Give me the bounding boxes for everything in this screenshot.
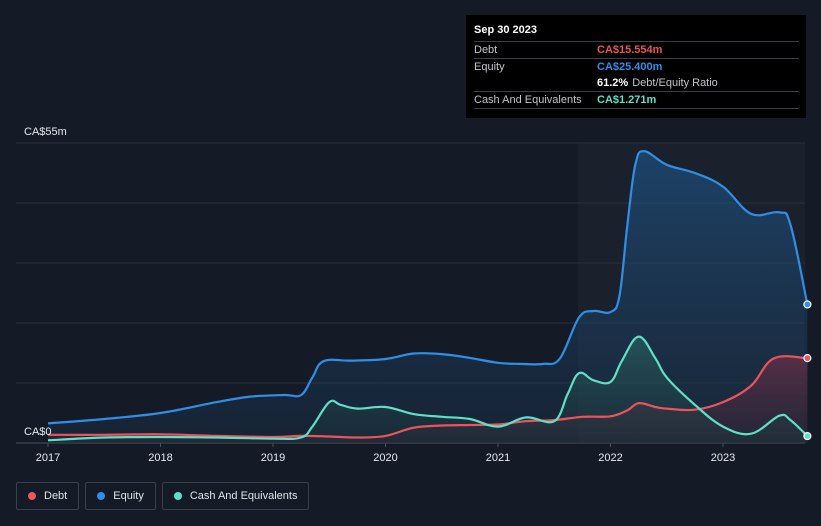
legend-label: Debt — [44, 490, 68, 502]
x-tick-label: 2018 — [148, 452, 172, 464]
tooltip-label: Cash And Equivalents — [474, 94, 582, 106]
series-lines — [47, 150, 809, 442]
y-axis-top-label: CA$55m — [24, 126, 67, 138]
series-endpoints — [803, 300, 812, 441]
tooltip-row-debt: Debt CA$15.554m — [474, 41, 799, 58]
legend-item-debt[interactable]: Debt — [16, 482, 80, 510]
tooltip-date: Sep 30 2023 — [474, 24, 537, 36]
line-equity — [47, 150, 809, 425]
tooltip-label: Equity — [474, 61, 505, 73]
series-areas — [48, 151, 808, 443]
area-cash-and-equivalents — [48, 336, 808, 443]
legend-label: Cash And Equivalents — [189, 490, 298, 502]
legend-item-equity[interactable]: Equity — [85, 482, 156, 510]
endpoint-debt — [803, 354, 812, 363]
x-tick-label: 2017 — [36, 452, 60, 464]
tooltip-row-equity: Equity CA$25.400m — [474, 58, 799, 75]
legend-label: Equity — [113, 490, 144, 502]
tooltip-row-ratio: 61.2% Debt/Equity Ratio — [474, 75, 799, 91]
tooltip-ratio-label: Debt/Equity Ratio — [632, 77, 718, 89]
x-tick-label: 2020 — [373, 452, 397, 464]
legend-dot-icon — [173, 492, 182, 500]
area-equity — [48, 151, 808, 443]
x-tick-label: 2021 — [486, 452, 510, 464]
tooltip-panel: Sep 30 2023 Debt CA$15.554m Equity CA$25… — [466, 15, 806, 118]
x-axis-ticks: 2017 2018 2019 2020 2021 2022 2023 — [36, 443, 735, 464]
tooltip-value: CA$25.400m — [597, 61, 663, 73]
legend: Debt Equity Cash And Equivalents — [16, 482, 310, 510]
x-tick-label: 2022 — [598, 452, 622, 464]
x-tick-label: 2023 — [711, 452, 735, 464]
legend-dot-icon — [28, 492, 36, 500]
endpoint-equity — [803, 300, 812, 309]
legend-item-cash[interactable]: Cash And Equivalents — [161, 482, 310, 510]
tooltip-row-cash: Cash And Equivalents CA$1.271m — [474, 91, 799, 109]
x-tick-label: 2019 — [261, 452, 285, 464]
y-axis-zero-label: CA$0 — [24, 426, 52, 438]
tooltip-value: CA$15.554m — [597, 44, 663, 56]
tooltip-value: CA$1.271m — [597, 94, 657, 106]
legend-dot-icon — [97, 492, 106, 500]
endpoint-cash-and-equivalents — [803, 431, 812, 441]
tooltip-label: Debt — [474, 44, 498, 56]
tooltip-value: 61.2% — [597, 77, 629, 89]
line-cash-and-equivalents — [47, 335, 809, 442]
